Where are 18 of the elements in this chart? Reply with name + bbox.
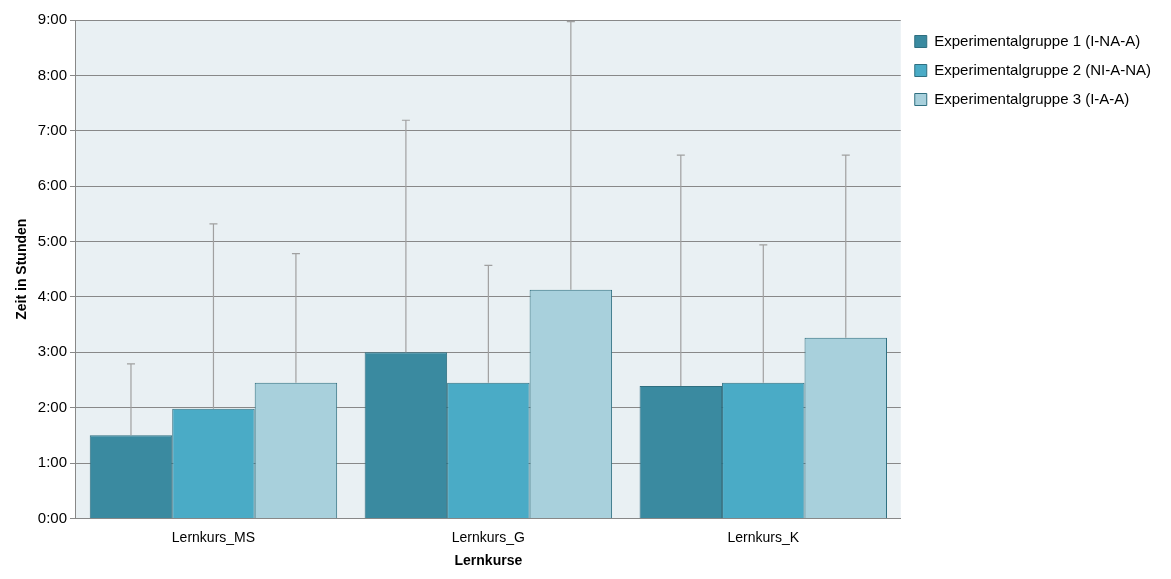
- y-tick-label: 5:00: [37, 231, 67, 249]
- y-tick-label: 3:00: [37, 342, 67, 360]
- y-tick-label: 8:00: [37, 65, 67, 83]
- legend-label: Experimentalgruppe 3 (I-A-A): [934, 89, 1130, 107]
- x-tick-label: Lernkurs_G: [451, 528, 525, 545]
- y-tick-label: 4:00: [37, 287, 67, 305]
- y-tick-label: 2:00: [37, 397, 67, 415]
- y-tick-label: 6:00: [37, 176, 67, 194]
- legend-label: Experimentalgruppe 2 (NI-A-NA): [934, 60, 1151, 78]
- y-tick-label: 0:00: [37, 508, 67, 526]
- y-tick-label: 9:00: [37, 10, 67, 28]
- x-tick-label: Lernkurs_K: [727, 528, 800, 545]
- y-tick-label: 1:00: [37, 453, 67, 471]
- y-tick-label: 7:00: [37, 120, 67, 138]
- x-axis-title: Lernkurse: [454, 552, 523, 569]
- x-tick-label: Lernkurs_MS: [171, 528, 256, 545]
- y-axis-title: Zeit in Stunden: [13, 218, 30, 320]
- legend-label: Experimentalgruppe 1 (I-NA-A): [934, 31, 1141, 49]
